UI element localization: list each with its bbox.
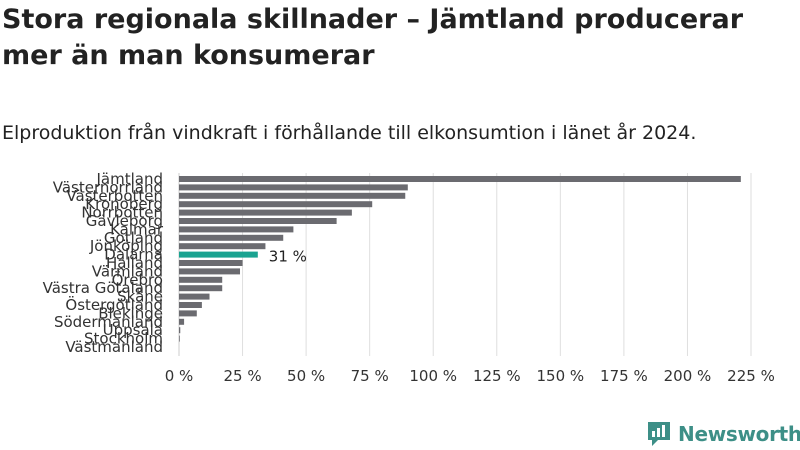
x-tick-label: 25 % (224, 367, 262, 385)
bar (179, 310, 197, 317)
bar (179, 201, 373, 208)
category-label: Gävleborg (86, 212, 163, 230)
category-label: Östergötland (65, 295, 163, 314)
bar-chart-logo-icon (648, 422, 670, 446)
category-labels: JämtlandVästernorrlandVästerbottenKronob… (43, 170, 164, 356)
category-label: Västra Götaland (43, 279, 163, 297)
data-label: 31 % (269, 248, 307, 266)
category-label: Gotland (104, 229, 163, 247)
chart-title: Stora regionala skillnader – Jämtland pr… (2, 4, 744, 71)
category-label: Jämtland (96, 170, 164, 188)
category-label: Västernorrland (53, 178, 163, 196)
bar (179, 192, 406, 199)
category-label: Kalmar (110, 220, 164, 238)
chart-subtitle: Elproduktion från vindkraft i förhålland… (2, 122, 697, 144)
category-label: Västerbotten (66, 187, 163, 205)
newsworthy-logo: Newsworthy (646, 420, 800, 448)
x-tick-label: 150 % (537, 367, 585, 385)
grid-lines (178, 173, 752, 356)
category-label: Stockholm (84, 330, 163, 348)
x-tick-label: 100 % (409, 367, 457, 385)
bar (179, 234, 284, 241)
bar (179, 318, 185, 325)
bar (179, 243, 266, 250)
category-label: Skåne (117, 288, 163, 306)
bar (179, 218, 337, 224)
category-label: Kronoberg (85, 195, 163, 213)
bar (179, 251, 258, 258)
x-axis-ticks: 0 % 25 % 50 % 75 % 100 % 125 % 150 % 175 % 200 %… (165, 367, 775, 385)
category-label: Blekinge (98, 304, 163, 322)
category-label: Norrbotten (81, 204, 163, 222)
bar (179, 335, 180, 342)
bar (179, 209, 352, 216)
category-label: Västmanland (65, 338, 163, 356)
bar (179, 260, 243, 266)
x-tick-label: 175 % (600, 367, 648, 385)
x-tick-label: 200 % (664, 367, 712, 385)
x-tick-label: 50 % (287, 367, 325, 385)
bar (179, 184, 408, 191)
logo-text: Newsworthy (678, 422, 800, 446)
category-label: Värmland (92, 262, 163, 280)
bar (179, 176, 741, 182)
bar (179, 285, 223, 292)
category-label: Södermanland (54, 313, 163, 331)
category-label: Jönköping (89, 237, 163, 255)
x-tick-label: 225 % (727, 367, 775, 385)
bar (179, 302, 202, 308)
category-label: Dalarna (104, 246, 163, 264)
category-label: Halland (106, 254, 163, 272)
bars: 31 % (179, 176, 741, 342)
bar (179, 226, 294, 233)
bar-chart: 31 % JämtlandVästernorrlandVästerbottenK… (43, 170, 775, 385)
bar (179, 327, 181, 334)
x-tick-label: 75 % (351, 367, 389, 385)
bar (179, 268, 241, 275)
x-tick-label: 0 % (165, 367, 194, 385)
bar (179, 293, 210, 300)
bar (179, 276, 223, 283)
category-label: Uppsala (103, 321, 163, 339)
category-label: Örebro (112, 270, 163, 289)
x-tick-label: 125 % (473, 367, 521, 385)
